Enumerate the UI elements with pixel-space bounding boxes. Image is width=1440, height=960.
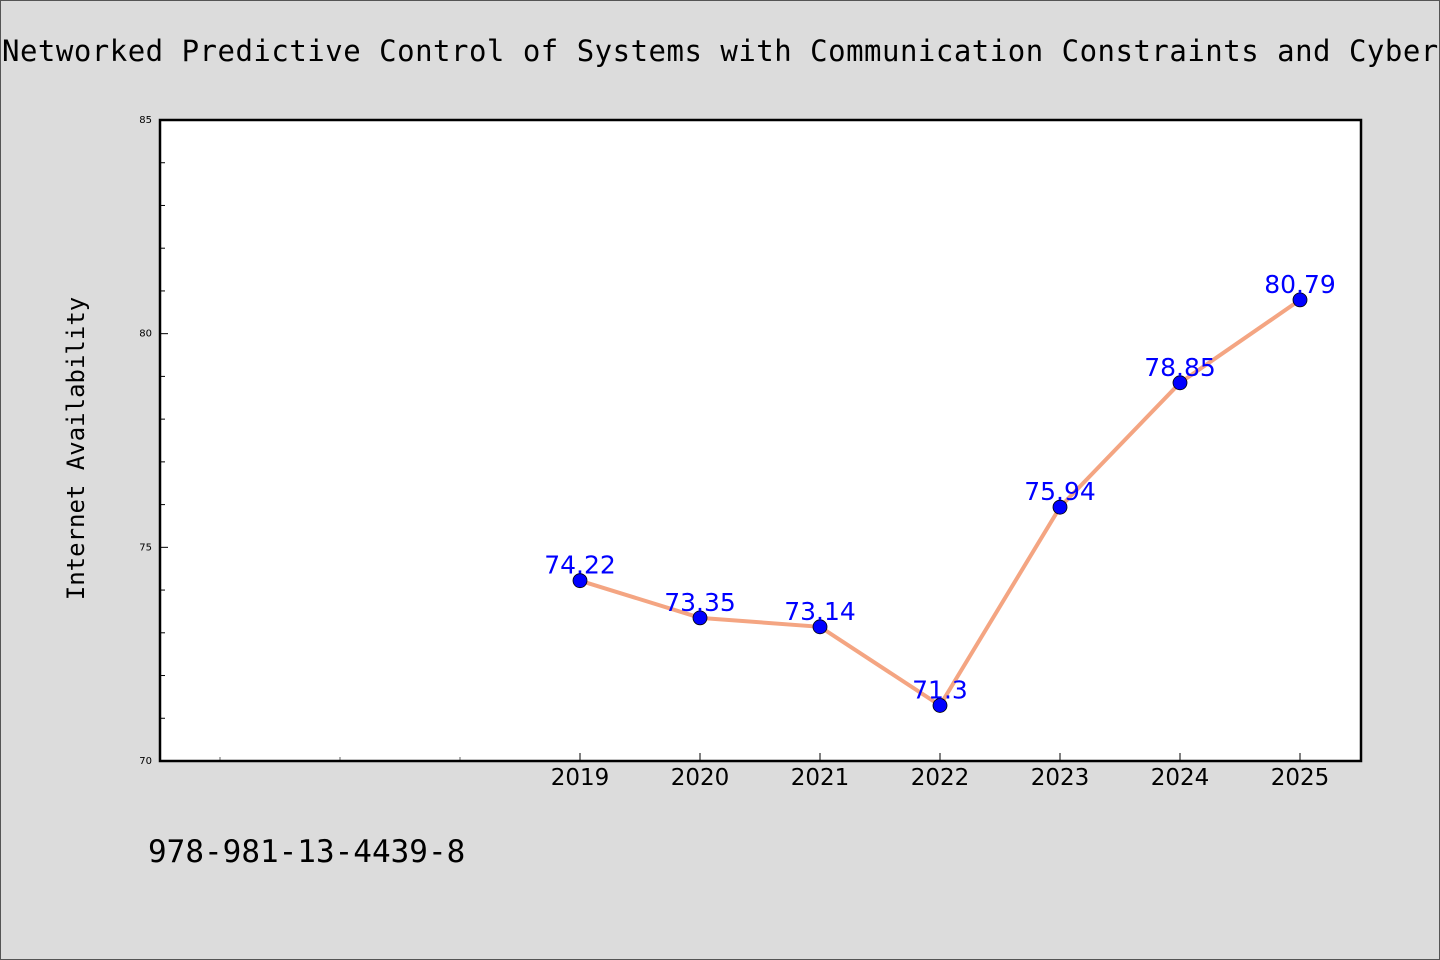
plot-area xyxy=(158,118,1363,763)
data-label: 73.14 xyxy=(784,597,856,626)
data-label: 74.22 xyxy=(544,551,616,580)
y-tick-label: 85 xyxy=(139,115,152,126)
isbn-label: 978-981-13-4439-8 xyxy=(148,834,466,870)
y-tick-label: 75 xyxy=(139,542,152,553)
chart-title: Networked Predictive Control of Systems … xyxy=(2,34,1439,68)
data-point xyxy=(1052,499,1068,515)
data-point xyxy=(572,573,588,589)
x-tick-label: 2020 xyxy=(671,765,730,791)
data-point xyxy=(1172,375,1188,391)
data-label: 80.79 xyxy=(1264,270,1336,299)
data-label: 73.35 xyxy=(664,588,736,617)
series-line-group xyxy=(572,292,1308,713)
x-tick-label: 2023 xyxy=(1031,765,1090,791)
data-point xyxy=(812,619,828,635)
x-tick-label: 2019 xyxy=(551,765,610,791)
y-axis-label: Internet Availability xyxy=(62,297,90,600)
x-tick-label: 2021 xyxy=(791,765,850,791)
y-tick-label: 70 xyxy=(139,756,152,767)
data-labels: 74.22 73.35 73.14 71.3 75.94 78.85 80.79 xyxy=(544,270,1336,705)
y-tick-label: 80 xyxy=(139,329,152,340)
y-axis: 70 75 80 85 xyxy=(139,115,168,767)
data-point xyxy=(932,698,948,713)
data-point xyxy=(692,610,708,626)
data-point xyxy=(1292,292,1308,308)
data-label: 75.94 xyxy=(1024,477,1096,506)
x-axis: 2019 2020 2021 2022 2023 2024 2025 xyxy=(219,753,1330,791)
x-tick-label: 2022 xyxy=(911,765,970,791)
x-tick-label: 2025 xyxy=(1271,765,1330,791)
data-label: 78.85 xyxy=(1144,353,1216,382)
x-tick-label: 2024 xyxy=(1151,765,1210,791)
data-label: 71.3 xyxy=(912,675,968,704)
